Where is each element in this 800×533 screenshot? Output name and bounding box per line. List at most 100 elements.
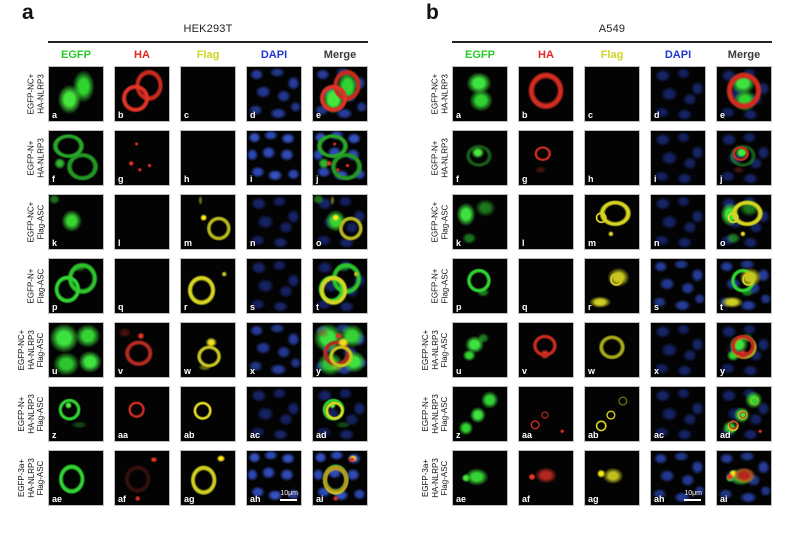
scale-bar-label: 10μm [684,489,702,497]
micrograph-ah: ah 10μm [246,450,302,506]
row-label-line: HA-NLRP3 [26,330,36,370]
row-label-line: EGFP-3a+ [420,458,430,498]
row-label-line: EGFP-NC+ [430,73,440,115]
micrograph-q: q [518,258,574,314]
row-label: EGFP-N+ HA-NLRP3 Flag-ASC [4,386,48,442]
row-label: EGFP-NC+ Flag-ASC [408,194,452,250]
row-label-line: Flag-ASC [439,396,449,432]
row-label-line: HA-NLRP3 [430,330,440,370]
micrograph-g: g [518,130,574,186]
micrograph-j: j [312,130,368,186]
tile-letter: g [522,174,528,184]
micrograph-i: i [246,130,302,186]
tile-letter: r [588,302,592,312]
tile-letter: t [720,302,723,312]
micrograph-ag: ag [180,450,236,506]
micrograph-af: af [518,450,574,506]
micrograph-h: h [180,130,236,186]
tile-letter: h [184,174,190,184]
column-headers: EGFP HA Flag DAPI Merge [452,43,772,66]
tile-letter: c [588,110,594,120]
figure-row: EGFP-N+ HA-NLRP3 f g h i j [408,130,780,186]
micrograph-ac: ac [650,386,706,442]
column-header-flag: Flag [196,48,220,61]
row-label-text: EGFP-N+ Flag-ASC [431,269,450,304]
row-label-line: Flag-ASC [36,204,45,240]
tile-letter: a [456,110,462,120]
micrograph-ag: ag [584,450,640,506]
row-label: EGFP-N+ Flag-ASC [408,258,452,314]
header-rule [452,41,772,43]
micrograph-z: z [48,386,104,442]
micrograph-v: v [518,322,574,378]
figure-row: EGFP-NC+ Flag-ASC k l m n o [408,194,780,250]
tile-letter: ae [456,494,467,504]
row-label: EGFP-N+ HA-NLRP3 [408,130,452,186]
micrograph-grid: EGFP-NC+ HA-NLRP3 a b c d e EGFP-N+ HA-NLRP3 f g h i… [4,66,376,506]
tile-strip: k l m n o [48,194,368,250]
micrograph-a: a [48,66,104,122]
micrograph-ad: ad [716,386,772,442]
micrograph-s: s [650,258,706,314]
tile-strip: f g h i j [452,130,772,186]
tile-letter: p [52,302,58,312]
figure-row: EGFP-NC+ Flag-ASC k l m n o [4,194,376,250]
tile-letter: m [588,238,597,248]
figure-row: EGFP-NC+ HA-NLRP3 a b c d e [408,66,780,122]
tile-letter: ad [720,430,731,440]
tile-letter: a [52,110,58,120]
scale-bar: 10μm [280,490,298,501]
cell-line-title: HEK293T [183,23,233,35]
tile-letter: f [456,174,459,184]
micrograph-j: j [716,130,772,186]
micrograph-ai: ai [716,450,772,506]
tile-letter: ac [654,430,665,440]
tile-strip: a b c d e [452,66,772,122]
micrograph-ah: ah 10μm [650,450,706,506]
row-label: EGFP-NC+ HA-NLRP3 [408,66,452,122]
tile-letter: u [52,366,58,376]
row-label-text: EGFP-NC+ HA-NLRP3 [27,74,46,115]
row-label-line: EGFP-NC+ [26,73,36,115]
micrograph-p: p [452,258,508,314]
row-label-text: EGFP-3a+ HA-NLRP3 Flag-ASC [421,458,450,498]
tile-letter: k [456,238,462,248]
tile-letter: b [118,110,124,120]
panel-a-header: HEK293T EGFP HA Flag DAPI Merge [48,0,368,66]
tile-letter: z [52,430,57,440]
column-header-ha: HA [134,48,150,61]
micrograph-y: y [716,322,772,378]
figure-row: EGFP-3a+ HA-NLRP3 Flag-ASC ae af ag ah 10μm ai [408,450,780,506]
row-label-line: EGFP-3a+ [16,458,26,498]
micrograph-b: b [518,66,574,122]
micrograph-v: v [114,322,170,378]
micrograph-grid: EGFP-NC+ HA-NLRP3 a b c d e EGFP-N+ HA-NLRP3 f g h i… [408,66,780,506]
tile-letter: q [522,302,528,312]
tile-letter: s [250,302,256,312]
row-label-line: EGFP-N+ [26,140,36,176]
micrograph-r: r [180,258,236,314]
row-label-line: HA-NLRP3 [26,394,36,434]
tile-strip: ae af ag ah 10μm ai [48,450,368,506]
tile-strip: p q r s t [452,258,772,314]
tile-letter: i [250,174,253,184]
row-label-line: EGFP-NC+ [430,201,440,243]
micrograph-x: x [246,322,302,378]
micrograph-d: d [650,66,706,122]
tile-letter: y [720,366,726,376]
tile-letter: q [118,302,124,312]
row-label-line: Flag-ASC [439,332,449,368]
row-label-text: EGFP-N+ HA-NLRP3 [431,138,450,178]
tile-letter: p [456,302,462,312]
micrograph-i: i [650,130,706,186]
column-header-merge: Merge [727,48,761,61]
tile-letter: ag [184,494,195,504]
row-label-line: HA-NLRP3 [36,138,45,178]
tile-letter: j [316,174,319,184]
row-label-line: EGFP-N+ [420,396,430,432]
row-label-line: EGFP-NC+ [420,329,430,371]
panel-a: a HEK293T EGFP HA Flag DAPI Merge EGFP-NC+ HA… [4,0,376,506]
tile-letter: d [654,110,660,120]
row-label-line: EGFP-N+ [16,396,26,432]
micrograph-o: o [312,194,368,250]
